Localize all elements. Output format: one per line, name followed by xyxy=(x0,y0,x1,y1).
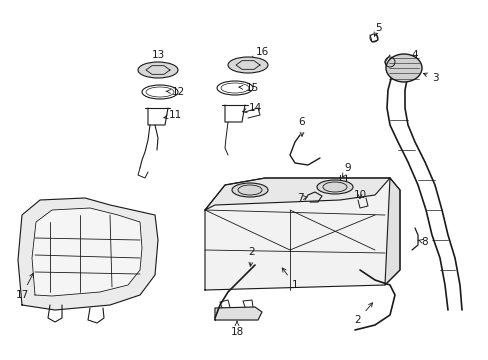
Text: 10: 10 xyxy=(353,190,366,200)
Text: 3: 3 xyxy=(423,73,437,83)
Polygon shape xyxy=(215,307,262,320)
Text: 13: 13 xyxy=(151,50,164,66)
Text: 2: 2 xyxy=(354,303,372,325)
Text: 8: 8 xyxy=(418,237,427,247)
Ellipse shape xyxy=(227,57,267,73)
Text: 11: 11 xyxy=(163,110,181,120)
Polygon shape xyxy=(204,178,399,290)
Ellipse shape xyxy=(231,183,267,197)
Ellipse shape xyxy=(138,62,178,78)
Text: 16: 16 xyxy=(250,47,268,60)
Text: 1: 1 xyxy=(282,268,298,290)
Polygon shape xyxy=(204,178,389,210)
Text: 15: 15 xyxy=(239,83,258,93)
Text: 5: 5 xyxy=(373,23,381,36)
Text: 7: 7 xyxy=(296,193,306,203)
Text: 14: 14 xyxy=(242,103,261,113)
Text: 18: 18 xyxy=(230,321,243,337)
Text: 4: 4 xyxy=(396,50,417,62)
Text: 12: 12 xyxy=(165,87,184,97)
Text: 6: 6 xyxy=(298,117,305,136)
Polygon shape xyxy=(384,178,399,285)
Polygon shape xyxy=(32,208,142,296)
Text: 9: 9 xyxy=(342,163,350,177)
Polygon shape xyxy=(18,198,158,310)
Text: 17: 17 xyxy=(15,273,33,300)
Text: 2: 2 xyxy=(248,247,255,266)
Ellipse shape xyxy=(385,54,421,82)
Ellipse shape xyxy=(316,180,352,194)
